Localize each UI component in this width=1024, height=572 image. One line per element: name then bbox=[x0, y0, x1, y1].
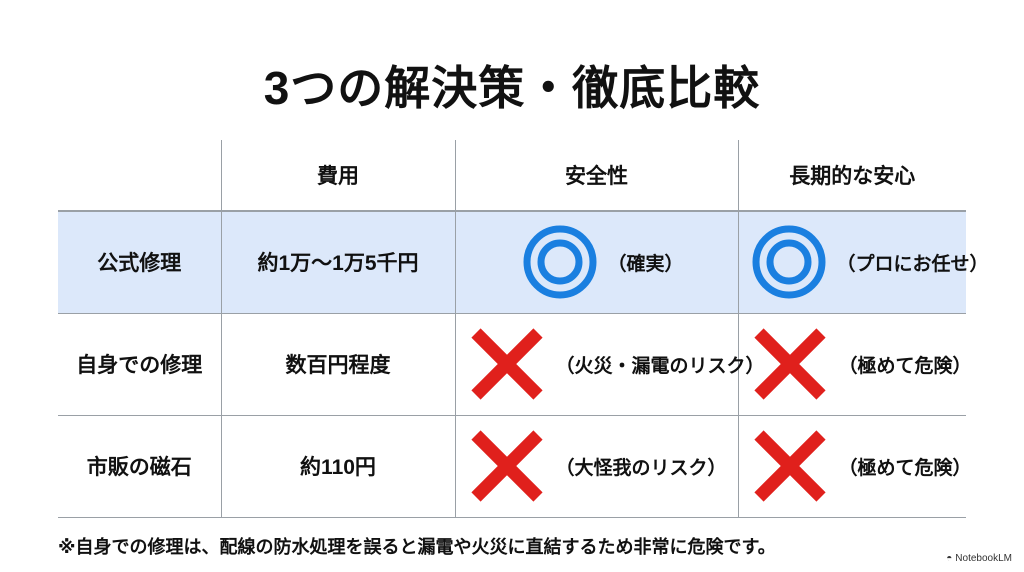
comparison-table: 費用 安全性 長期的な安心 公式修理 約1万〜1万5千円 （確実） （プロにお任… bbox=[58, 140, 989, 518]
safety-cell: （大怪我のリスク） bbox=[454, 415, 738, 518]
table-row: 市販の磁石 約110円 （大怪我のリスク） （極めて危険） bbox=[58, 415, 972, 518]
cost-cell: 数百円程度 bbox=[220, 313, 455, 416]
longterm-cell: （極めて危険） bbox=[737, 313, 972, 416]
double-circle-icon bbox=[523, 225, 596, 299]
cross-icon bbox=[753, 430, 826, 502]
longterm-cell: （極めて危険） bbox=[737, 415, 972, 518]
notebooklm-icon: ◓ bbox=[946, 553, 953, 564]
safety-cell: （火災・漏電のリスク） bbox=[454, 313, 765, 416]
footnote: ※自身での修理は、配線の防水処理を誤ると漏電や火災に直結するため非常に危険です。 bbox=[58, 537, 776, 557]
cost-cell: 約1万〜1万5千円 bbox=[220, 211, 455, 314]
slide-title: 3つの解決策・徹底比較 bbox=[263, 62, 761, 114]
longterm-note: （プロにお任せ） bbox=[836, 253, 989, 275]
cross-icon bbox=[753, 328, 826, 400]
brand-logo: ◓ NotebookLM bbox=[946, 553, 1012, 564]
cross-icon bbox=[470, 328, 543, 400]
cross-icon bbox=[470, 430, 543, 502]
row-label: 公式修理 bbox=[58, 211, 221, 314]
safety-cell: （確実） bbox=[454, 211, 738, 314]
header-cost: 費用 bbox=[220, 140, 455, 212]
longterm-note: （極めて危険） bbox=[838, 355, 972, 377]
cost-cell: 約110円 bbox=[220, 415, 455, 518]
table-row: 公式修理 約1万〜1万5千円 （確実） （プロにお任せ） bbox=[58, 211, 989, 314]
safety-note: （確実） bbox=[607, 253, 684, 275]
table-row: 自身での修理 数百円程度 （火災・漏電のリスク） （極めて危険） bbox=[58, 313, 972, 416]
header-empty bbox=[58, 140, 221, 212]
brand-label: NotebookLM bbox=[955, 553, 1012, 564]
safety-note: （火災・漏電のリスク） bbox=[555, 355, 765, 377]
header-longterm: 長期的な安心 bbox=[737, 140, 966, 212]
safety-note: （大怪我のリスク） bbox=[555, 457, 727, 479]
longterm-note: （極めて危険） bbox=[838, 457, 972, 479]
row-label: 市販の磁石 bbox=[58, 415, 221, 518]
header-safety: 安全性 bbox=[454, 140, 738, 212]
longterm-cell: （プロにお任せ） bbox=[737, 211, 989, 314]
double-circle-icon bbox=[752, 225, 825, 299]
row-label: 自身での修理 bbox=[58, 313, 221, 416]
